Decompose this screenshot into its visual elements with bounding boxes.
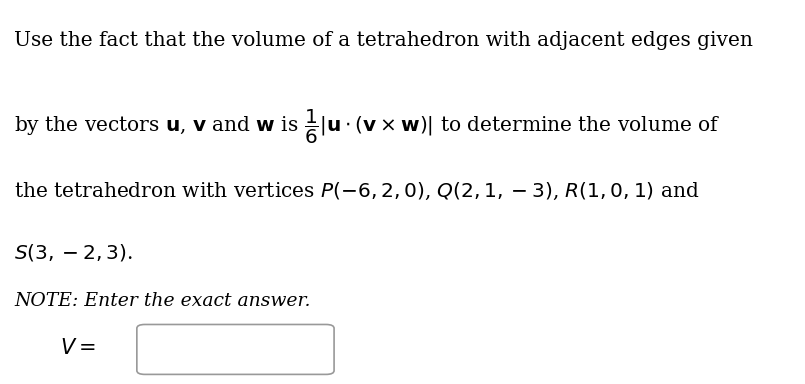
Text: NOTE: Enter the exact answer.: NOTE: Enter the exact answer. — [14, 292, 311, 310]
Text: the tetrahedron with vertices $P(-6,2,0)$, $Q(2,1,-3)$, $R(1,0,1)$ and: the tetrahedron with vertices $P(-6,2,0)… — [14, 180, 700, 202]
Text: Use the fact that the volume of a tetrahedron with adjacent edges given: Use the fact that the volume of a tetrah… — [14, 31, 753, 50]
Text: by the vectors $\mathbf{u}$, $\mathbf{v}$ and $\mathbf{w}$ is $\dfrac{1}{6}|\mat: by the vectors $\mathbf{u}$, $\mathbf{v}… — [14, 108, 721, 146]
Text: $S(3,-2,3)$.: $S(3,-2,3)$. — [14, 242, 133, 263]
Text: $V =$: $V =$ — [60, 338, 96, 358]
FancyBboxPatch shape — [137, 324, 334, 374]
